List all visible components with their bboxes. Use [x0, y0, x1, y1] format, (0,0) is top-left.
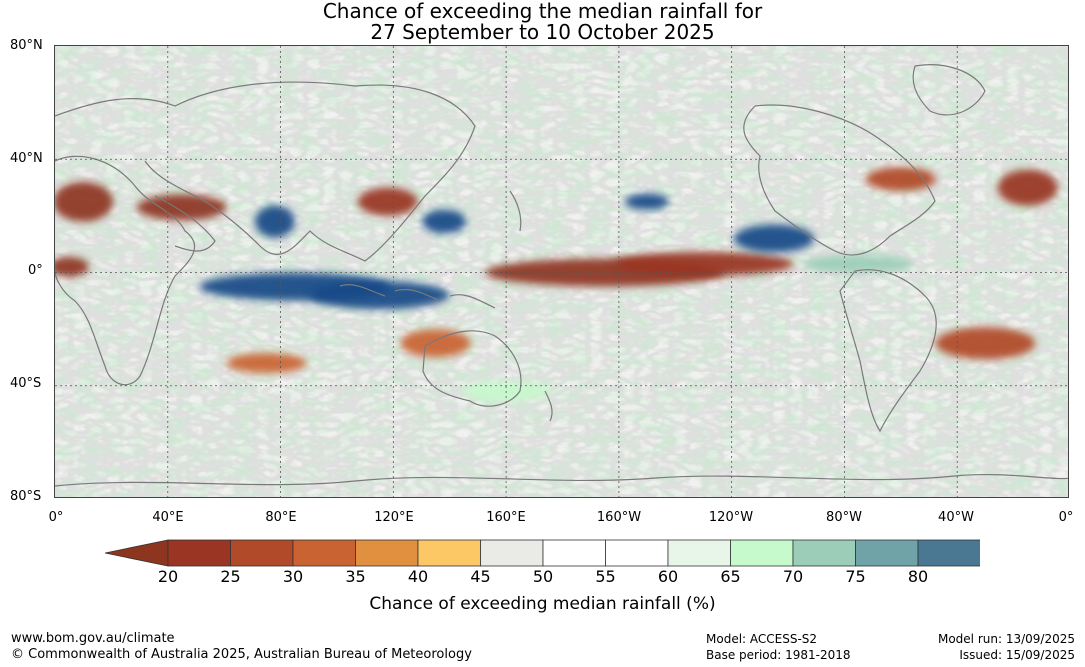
- anomaly-south-indian-dry: [226, 353, 307, 374]
- colorbar-cell: [480, 539, 544, 567]
- footer-base-period: Base period: 1981-2018: [706, 648, 851, 662]
- anomaly-atlantic-dry-ne: [997, 169, 1058, 206]
- coast-antarctica: [55, 473, 1068, 487]
- colorbar-cell: [792, 539, 856, 567]
- colorbar: [105, 539, 980, 567]
- coast-indonesia: [339, 284, 496, 309]
- coast-japan: [509, 190, 522, 232]
- rainfall-map: [54, 45, 1069, 498]
- lon-label-40e: 40°E: [152, 510, 184, 525]
- coast-new-zealand: [544, 390, 553, 422]
- colorbar-label: Chance of exceeding median rainfall (%): [369, 594, 716, 614]
- chart-title-line1: Chance of exceeding the median rainfall …: [322, 0, 763, 23]
- footer-url: www.bom.gov.au/climate: [11, 631, 175, 646]
- lat-label-0: 0°: [28, 263, 43, 278]
- colorbar-tick-label: 45: [470, 567, 491, 586]
- colorbar-tick-label: 35: [345, 567, 366, 586]
- chart-title-line2: 27 September to 10 October 2025: [370, 20, 715, 44]
- footer-issued: Issued: 15/09/2025: [959, 648, 1075, 662]
- colorbar-cell: [355, 539, 419, 567]
- colorbar-tick-label: 80: [907, 567, 929, 586]
- anomaly-east-asia-dry: [357, 187, 418, 216]
- lat-label-80s: 80°S: [10, 489, 42, 504]
- anomaly-north-america-dry: [865, 167, 936, 192]
- colorbar-tick-label: 55: [595, 567, 616, 586]
- lat-label-40s: 40°S: [10, 376, 42, 391]
- coast-north-america: [743, 104, 936, 256]
- lon-label-120w: 120°W: [708, 510, 754, 525]
- coast-greenland: [912, 64, 986, 116]
- lat-label-80n: 80°N: [10, 38, 43, 53]
- colorbar-tick-label: 75: [845, 567, 866, 586]
- coastline-layer: [55, 64, 1068, 487]
- colorbar-tick-label: 50: [532, 567, 554, 586]
- footer-copyright: © Commonwealth of Australia 2025, Austra…: [11, 647, 472, 662]
- lon-label-120e: 120°E: [374, 510, 414, 525]
- anomaly-central-pacific-wet: [625, 193, 670, 210]
- coast-arabia: [154, 195, 216, 252]
- lon-label-80w: 80°W: [826, 510, 862, 525]
- lon-label-80e: 80°E: [265, 510, 297, 525]
- colorbar-cell: [417, 539, 481, 567]
- colorbar-cell: [730, 539, 794, 567]
- lon-label-160w: 160°W: [596, 510, 642, 525]
- colorbar-cell: [855, 539, 919, 567]
- anomaly-australia-dry: [400, 329, 471, 358]
- colorbar-tick-label: 65: [720, 567, 741, 586]
- lon-label-40w: 40°W: [938, 510, 974, 525]
- colorbar-tick-label: 20: [157, 567, 179, 586]
- colorbar-cell: [605, 539, 669, 567]
- anomaly-layer: [55, 167, 1058, 402]
- coast-australia: [422, 330, 522, 407]
- colorbar-cell: [542, 539, 606, 567]
- footer-model-run: Model run: 13/09/2025: [937, 632, 1075, 646]
- footer-model: Model: ACCESS-S2: [706, 632, 818, 646]
- coast-south-america: [839, 269, 937, 433]
- coast-eurasia: [55, 81, 476, 262]
- anomaly-caribbean-wet: [803, 255, 914, 274]
- coast-africa: [55, 155, 196, 386]
- lon-label-0: 0°: [48, 510, 64, 525]
- colorbar-below-arrow: [105, 539, 169, 567]
- colorbar-cell: [292, 539, 356, 567]
- anomaly-maritime-wet: [309, 281, 450, 310]
- anomaly-east-pacific-wet: [733, 224, 814, 253]
- lon-label-160e: 160°E: [486, 510, 526, 525]
- lat-label-40n: 40°N: [10, 151, 43, 166]
- anomaly-west-africa-dry: [55, 256, 90, 277]
- map-canvas: [55, 46, 1068, 497]
- colorbar-tick-label: 30: [282, 567, 304, 586]
- colorbar-tick-label: 70: [782, 567, 804, 586]
- colorbar-tick-label: 25: [220, 567, 241, 586]
- gridlines: [55, 46, 1068, 497]
- lon-label-0-end: 0°: [1058, 510, 1074, 525]
- colorbar-tick-label: 60: [657, 567, 679, 586]
- anomaly-bay-of-bengal-wet: [254, 205, 295, 238]
- anomaly-central-pacific-dry: [613, 252, 794, 277]
- colorbar-cell: [230, 539, 294, 567]
- colorbar-cell: [667, 539, 731, 567]
- anomaly-japan-wet: [422, 209, 467, 234]
- anomaly-north-africa-dry: [55, 181, 114, 222]
- colorbar-cell: [917, 539, 980, 567]
- colorbar-tick-label: 40: [407, 567, 429, 586]
- colorbar-cell: [167, 539, 231, 567]
- anomaly-south-atlantic-dry: [935, 327, 1036, 360]
